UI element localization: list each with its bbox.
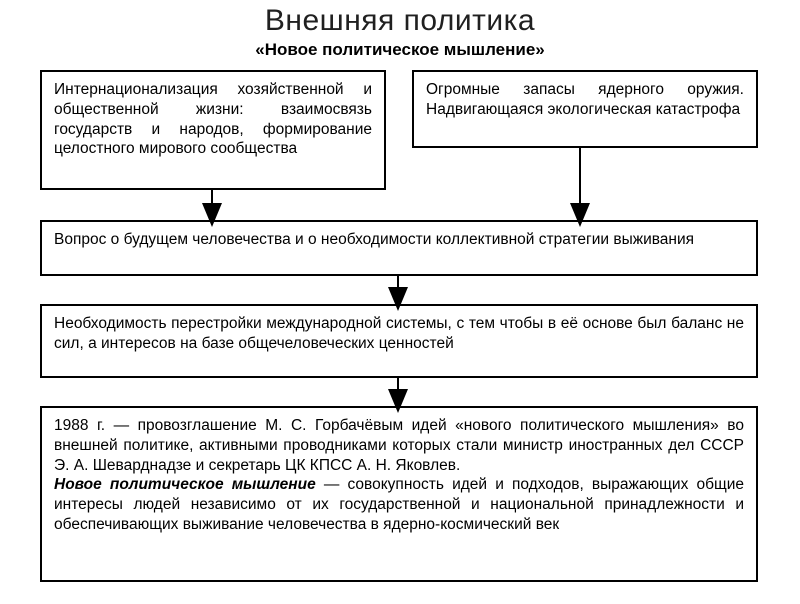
page-title: Внешняя политика: [0, 4, 800, 38]
box-nuclear: Огромные запасы ядерного оружия. Надвига…: [412, 70, 758, 148]
final-definition: Новое политическое мышление — совокупнос…: [54, 475, 744, 534]
box-internationalization: Интернационализация хозяйственной и обще…: [40, 70, 386, 190]
final-paragraph-1: 1988 г. — провозглашение М. С. Горбачёвы…: [54, 416, 744, 475]
box-necessity: Необходимость перестройки международной …: [40, 304, 758, 378]
box-question: Вопрос о будущем человечества и о необхо…: [40, 220, 758, 276]
page-subtitle: «Новое политическое мышление»: [0, 40, 800, 60]
box-final: 1988 г. — провозглашение М. С. Горбачёвы…: [40, 406, 758, 582]
definition-term: Новое политическое мышление: [54, 476, 316, 493]
